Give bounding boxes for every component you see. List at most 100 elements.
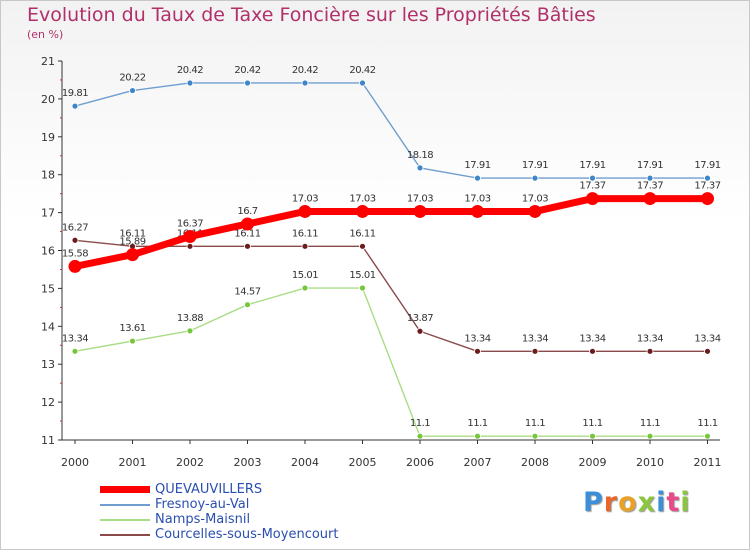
data-point [416,164,424,172]
data-point [129,87,136,94]
data-label: 13.34 [694,333,720,344]
x-tick-label: 2001 [119,456,147,469]
data-label: 15.01 [292,270,318,281]
data-point [701,192,714,206]
data-point [359,79,366,87]
data-point [301,79,309,87]
data-label: 16.11 [292,228,318,239]
data-label: 13.34 [579,333,605,344]
data-point [646,432,654,440]
y-tick-label: 12 [41,396,55,409]
data-point [589,347,596,355]
x-tick-label: 2005 [349,456,377,469]
data-point [413,204,427,218]
series-line [74,287,708,437]
data-label: 15.89 [119,237,145,248]
data-point [416,432,424,440]
data-label: 16.37 [177,218,203,229]
x-tick-label: 2010 [636,456,664,469]
data-point [126,248,139,262]
proxiti-logo: Proxiti [583,487,691,518]
data-label: 15.01 [349,270,375,281]
data-label: 17.91 [522,160,548,171]
data-label: 16.7 [237,206,257,217]
y-tick-label: 20 [41,93,55,106]
data-label: 16.11 [234,228,260,239]
data-label: 20.42 [234,65,260,76]
data-label: 11.1 [697,418,717,429]
data-label: 17.91 [694,160,720,171]
data-label: 17.03 [407,193,433,204]
data-label: 20.42 [177,65,203,76]
data-label: 17.03 [292,193,318,204]
data-point [298,204,312,218]
data-label: 17.03 [522,193,548,204]
data-point [71,236,79,244]
data-point [528,204,542,218]
y-tick-label: 11 [41,434,55,447]
data-point [704,174,711,182]
data-label: 15.58 [62,248,88,259]
data-point [646,174,654,182]
data-point [589,432,596,440]
data-point [531,432,539,440]
data-label: 17.91 [464,160,490,171]
data-label: 13.34 [637,333,663,344]
data-label: 17.37 [579,181,605,192]
data-label: 13.87 [407,313,433,324]
data-point [474,174,481,182]
x-tick-label: 2004 [291,456,319,469]
data-point [301,284,309,292]
data-point [471,204,484,218]
data-point [71,102,79,110]
data-point [531,347,539,355]
data-point [129,337,136,345]
y-tick-label: 19 [41,131,55,144]
data-point [71,347,79,355]
legend-swatch [100,504,150,506]
x-tick-label: 2006 [406,456,434,469]
data-label: 17.37 [637,181,663,192]
legend-swatch [100,486,150,493]
chart-subtitle: (en %) [27,28,64,41]
data-label: 13.34 [62,333,88,344]
legend-label: Courcelles-sous-Moyencourt [155,527,339,542]
x-tick-label: 2009 [579,456,607,469]
data-point [183,229,197,243]
series-line [74,82,708,179]
chart-title: Evolution du Taux de Taxe Foncière sur l… [27,4,596,26]
data-point [474,347,481,355]
data-label: 17.37 [694,181,720,192]
data-label: 20.42 [349,65,375,76]
legend-swatch [100,519,150,521]
legend-swatch [100,534,150,536]
y-tick-label: 21 [41,55,55,68]
data-point [643,192,657,206]
data-point [531,174,539,182]
y-tick-label: 14 [41,320,55,333]
data-label: 19.81 [62,88,88,99]
data-point [244,79,251,87]
data-label: 11.1 [467,418,487,429]
data-label: 18.18 [407,150,433,161]
y-tick-label: 15 [41,282,55,295]
data-point [704,432,711,440]
data-point [186,327,194,335]
data-label: 13.34 [464,333,490,344]
data-point [244,301,251,309]
data-label: 11.1 [640,418,660,429]
data-label: 11.1 [525,418,545,429]
data-label: 17.91 [579,160,605,171]
data-point [241,217,254,231]
x-tick-label: 2011 [694,456,722,469]
data-point [301,242,309,250]
data-label: 17.03 [349,193,375,204]
x-tick-label: 2000 [61,456,89,469]
legend-label: Namps-Maisnil [155,512,251,527]
series-line [74,195,708,270]
data-label: 20.22 [119,73,145,84]
data-label: 13.34 [522,333,548,344]
y-tick-label: 16 [41,245,55,258]
